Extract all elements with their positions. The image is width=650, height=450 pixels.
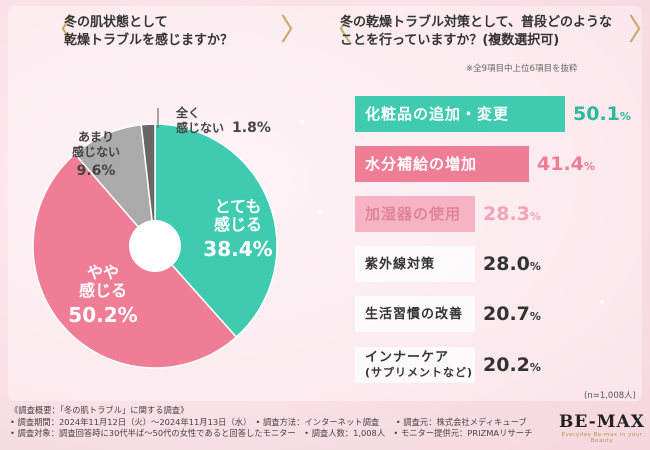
bar-label: 加湿器の使用 <box>365 204 462 223</box>
pie-center-hole <box>129 220 181 272</box>
bar-label: インナーケア <box>365 350 450 365</box>
pie-label-somewhat-line1: やや <box>86 263 119 282</box>
pie-label-none: 全く 感じない 1.8% <box>176 106 271 136</box>
bar-label: 生活習慣の改善 <box>365 306 464 322</box>
bar-value: 28.0% <box>483 253 541 275</box>
pie-value-somewhat: 50.2% <box>68 303 138 327</box>
pie-label-not-much: あまり 感じない 9.6% <box>56 130 136 179</box>
bar-value: 50.1% <box>573 103 631 125</box>
sparkle-decoration <box>600 300 604 304</box>
brand-logo-name: BE-MAX <box>559 412 645 432</box>
sparkle-decoration <box>300 120 304 124</box>
bar-label-sub: (サプリメントなど) <box>365 366 474 379</box>
bar-label: 化粧品の追加・変更 <box>365 104 510 123</box>
pie-value-not-much: 9.6% <box>76 163 116 179</box>
sample-size: (n=1,008人) <box>584 391 636 401</box>
survey-overview-line1: • 調査期間：2024年11月12日（火）～2024年11月13日（水） • 調… <box>10 416 527 427</box>
bar-value: 20.2% <box>483 354 541 376</box>
survey-overview: 《調査概要：「冬の肌トラブル」に関する調査》 • 調査期間：2024年11月12… <box>10 405 532 440</box>
bar-row: インナーケア (サプリメントなど) 20.2% <box>355 347 541 383</box>
pie-value-none: 1.8% <box>232 120 271 136</box>
bar-label: 紫外線対策 <box>365 256 436 272</box>
pie-value-very: 38.4% <box>203 237 273 261</box>
bar-row: 水分補給の増加 41.4% <box>355 146 595 182</box>
bar-question-title: 冬の乾燥トラブル対策として、普段どのような ことを行っていますか？(複数選択可) <box>340 14 640 50</box>
bar-question-line1: 冬の乾燥トラブル対策として、普段どのような <box>340 15 612 30</box>
pie-label-not-much-line2: 感じない <box>71 145 120 159</box>
pie-label-very: とても 感じる 38.4% <box>198 197 278 261</box>
bar-value: 28.3% <box>483 203 541 225</box>
pie-slice-very <box>154 123 278 339</box>
sparkle-decoration <box>318 210 322 214</box>
bar-row: 生活習慣の改善 20.7% <box>355 296 541 332</box>
pie-label-not-much-line1: あまり <box>77 130 114 144</box>
bar: 加湿器の使用 <box>355 196 475 232</box>
bar-row: 加湿器の使用 28.3% <box>355 196 541 232</box>
pie-slice-none <box>140 123 156 247</box>
bar-row: 紫外線対策 28.0% <box>355 246 541 282</box>
bar: 化粧品の追加・変更 <box>355 96 565 132</box>
pie-label-somewhat-line2: 感じる <box>78 281 127 300</box>
pie-question-line1: 冬の肌状態として <box>64 15 168 30</box>
bar: インナーケア (サプリメントなど) <box>355 347 475 383</box>
bar: 紫外線対策 <box>355 246 475 282</box>
bar-value: 41.4% <box>537 153 595 175</box>
bar-row: 化粧品の追加・変更 50.1% <box>355 96 631 132</box>
survey-overview-line2: • 調査対象：調査回答時に30代半ば～50代の女性であると回答したモニター • … <box>10 428 533 438</box>
bar-value: 20.7% <box>483 303 541 325</box>
pie-question-line2: 乾燥トラブルを感じますか？ <box>64 33 234 48</box>
brand-logo-tagline: Everyday Be-max in your Beauty <box>561 432 643 444</box>
selection-note: ※全9項目中上位6項目を抜粋 <box>466 64 578 74</box>
pie-label-very-line2: 感じる <box>213 215 262 234</box>
pie-label-somewhat: やや 感じる 50.2% <box>58 263 148 327</box>
pie-label-none-line2: 感じない <box>176 121 225 135</box>
brand-logo: BE-MAX Everyday Be-max in your Beauty <box>554 412 650 444</box>
pie-label-very-line1: とても <box>214 197 262 216</box>
pie-question-title: 冬の肌状態として 乾燥トラブルを感じますか？ <box>64 14 294 50</box>
bar: 水分補給の増加 <box>355 146 529 182</box>
survey-overview-title: 《調査概要：「冬の肌トラブル」に関する調査》 <box>10 405 189 415</box>
pie-label-none-line1: 全く <box>176 106 201 120</box>
bar: 生活習慣の改善 <box>355 296 475 332</box>
bar-question-line2: ことを行っていますか？(複数選択可) <box>340 33 560 48</box>
bar-label: 水分補給の増加 <box>365 154 478 173</box>
